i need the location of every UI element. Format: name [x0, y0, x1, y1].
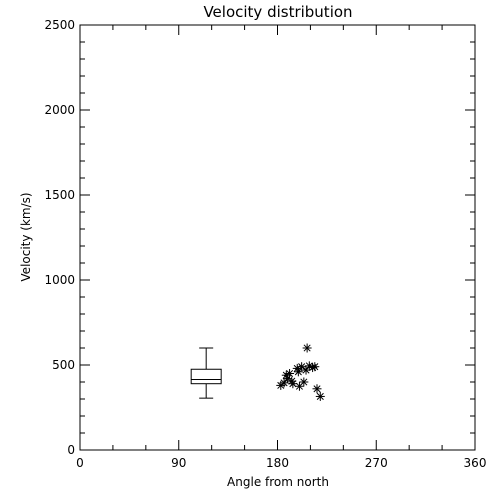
x-tick-label: 180	[266, 456, 289, 470]
data-point	[299, 377, 309, 387]
y-axis-label: Velocity (km/s)	[19, 192, 33, 281]
y-tick-label: 2000	[44, 103, 75, 117]
data-point-stroke	[311, 363, 319, 371]
scatter-points	[276, 343, 325, 401]
y-tick-label: 500	[52, 358, 75, 372]
x-tick-label: 360	[464, 456, 487, 470]
data-point	[315, 391, 325, 401]
data-point-stroke	[298, 363, 306, 371]
data-point-stroke	[286, 369, 294, 378]
data-point	[294, 381, 304, 391]
x-axis-label: Angle from north	[227, 475, 329, 489]
y-tick-label: 1000	[44, 273, 75, 287]
data-point-stroke	[303, 344, 311, 352]
chart-title: Velocity distribution	[203, 3, 352, 21]
data-point-stroke	[313, 385, 321, 393]
x-tick-label: 90	[171, 456, 186, 470]
box-plot	[190, 347, 222, 399]
y-axis: 0 500 1000 1500 2000 2500	[44, 18, 475, 457]
data-point	[312, 384, 322, 394]
data-point	[279, 378, 289, 388]
x-tick-label: 0	[76, 456, 84, 470]
data-point	[302, 343, 312, 353]
data-point-stroke	[316, 392, 324, 400]
data-point	[310, 362, 320, 372]
y-tick-label: 0	[67, 443, 75, 457]
data-point-stroke	[289, 380, 297, 388]
y-tick-label: 1500	[44, 188, 75, 202]
data-point-stroke	[294, 368, 302, 376]
data-point	[288, 379, 298, 389]
data-point	[293, 367, 303, 377]
x-tick-label: 270	[365, 456, 388, 470]
y-tick-label: 2500	[44, 18, 75, 32]
plot-frame	[79, 24, 476, 451]
data-point-stroke	[280, 379, 288, 387]
data-point	[285, 369, 295, 378]
x-axis: 0 90 180 270 360	[76, 25, 486, 470]
box-iqr	[190, 368, 222, 385]
data-point-stroke	[300, 378, 308, 386]
